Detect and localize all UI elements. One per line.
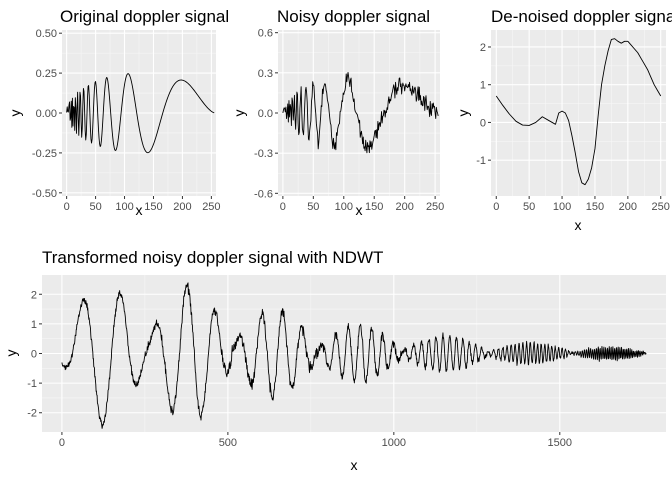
chart-denoised-ytick-label: 2 [480, 42, 486, 54]
chart-noisy-ytick-label: 0.6 [258, 28, 273, 40]
chart-transformed-xtick-label: 1500 [548, 437, 572, 449]
chart-noisy-title: Noisy doppler signal [277, 7, 430, 26]
chart-transformed-xtick-label: 0 [59, 437, 65, 449]
chart-denoised-xtick-label: 250 [652, 201, 670, 213]
chart-denoised-grid [491, 30, 666, 196]
chart-original-title: Original doppler signal [60, 7, 229, 26]
chart-noisy-xtick-label: 50 [307, 201, 319, 213]
chart-noisy-xtick-label: 0 [280, 201, 286, 213]
chart-original-xtick-label: 250 [202, 201, 220, 213]
chart-original-ytick-label: -0.50 [32, 188, 57, 200]
chart-transformed: Transformed noisy doppler signal with ND… [3, 248, 666, 473]
chart-transformed-ytick-label: 0 [31, 349, 37, 361]
chart-denoised-xtick-label: 0 [493, 201, 499, 213]
chart-noisy-xlabel: x [356, 202, 363, 218]
chart-noisy-grid [278, 30, 440, 196]
chart-original-series-line [66, 73, 215, 154]
chart-original-xlabel: x [136, 202, 143, 218]
chart-denoised: De-noised doppler signal x y 0 50 100 150 20… [455, 7, 672, 233]
chart-noisy-ytick-label: 0.3 [258, 68, 273, 80]
chart-transformed-ylabel: y [3, 350, 19, 357]
chart-original-ytick-label: 0.25 [36, 68, 57, 80]
chart-noisy-series-line [282, 72, 439, 154]
chart-denoised-xtick-label: 150 [586, 201, 604, 213]
chart-transformed-ytick-label: -1 [27, 378, 37, 390]
chart-denoised-xtick-label: 50 [523, 201, 535, 213]
chart-denoised-title: De-noised doppler signal [491, 7, 672, 26]
chart-noisy-xtick-label: 150 [365, 201, 383, 213]
chart-transformed-xtick-label: 1000 [382, 437, 406, 449]
chart-transformed-title: Transformed noisy doppler signal with ND… [42, 248, 383, 267]
chart-transformed-xlabel: x [351, 457, 358, 473]
chart-denoised-xtick-label: 200 [619, 201, 637, 213]
chart-transformed-ytick-label: -2 [27, 408, 37, 420]
chart-denoised-series-line [495, 38, 662, 186]
chart-denoised-ylabel: y [455, 110, 471, 117]
chart-original-ytick-label: -0.25 [32, 148, 57, 160]
chart-denoised-ytick-label: 0 [480, 117, 486, 129]
chart-original-ytick-label: 0.50 [36, 28, 57, 40]
chart-transformed-xtick-label: 500 [219, 437, 237, 449]
chart-original-grid [62, 30, 216, 196]
chart-original-xtick-label: 100 [115, 201, 133, 213]
chart-original-ytick-label: 0.00 [36, 108, 57, 120]
chart-original-xtick-label: 50 [89, 201, 101, 213]
chart-denoised-xtick-label: 100 [553, 201, 571, 213]
chart-noisy-xtick-label: 200 [395, 201, 413, 213]
chart-original: Original doppler signal x y 0 50 100 150 200… [7, 7, 229, 218]
chart-noisy-ytick-label: -0.6 [254, 188, 273, 200]
chart-noisy-ytick-label: 0.0 [258, 108, 273, 120]
chart-original-xtick-label: 200 [173, 201, 191, 213]
chart-denoised-ytick-label: 1 [480, 80, 486, 92]
chart-noisy-ytick-label: -0.3 [254, 148, 273, 160]
chart-noisy-xtick-label: 250 [426, 201, 444, 213]
chart-original-ylabel: y [7, 110, 23, 117]
chart-transformed-series-line [61, 282, 647, 429]
chart-transformed-ytick-label: 1 [31, 319, 37, 331]
chart-noisy-xtick-label: 100 [335, 201, 353, 213]
chart-noisy: Noisy doppler signal x y 0 50 100 150 200 250… [231, 7, 444, 218]
chart-noisy-ylabel: y [231, 110, 247, 117]
chart-original-xtick-label: 0 [64, 201, 70, 213]
chart-transformed-grid [42, 275, 666, 432]
chart-denoised-xlabel: x [575, 217, 582, 233]
chart-denoised-ytick-label: -1 [476, 155, 486, 167]
chart-transformed-ytick-label: 2 [31, 289, 37, 301]
chart-original-xtick-label: 150 [144, 201, 162, 213]
